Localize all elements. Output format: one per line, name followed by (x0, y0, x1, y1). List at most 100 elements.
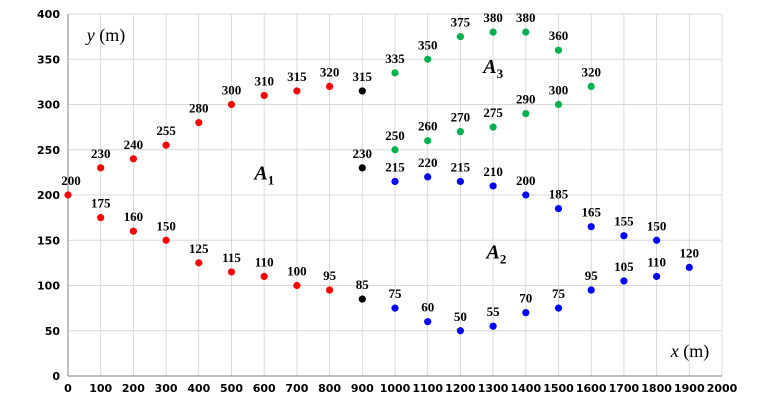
data-point (195, 119, 203, 127)
data-label: 95 (585, 268, 599, 283)
data-point (685, 263, 693, 271)
data-label: 85 (356, 277, 370, 292)
y-tick-label: 50 (45, 325, 61, 338)
region-label: A3 (481, 56, 503, 81)
data-label: 360 (549, 28, 569, 43)
y-tick-label: 250 (37, 144, 60, 157)
data-label: 230 (353, 146, 373, 161)
x-tick-label: 1400 (510, 382, 541, 395)
data-label: 115 (222, 250, 241, 265)
data-point (129, 227, 137, 235)
data-point (326, 82, 334, 90)
x-tick-label: 1600 (576, 382, 607, 395)
data-point (424, 318, 432, 326)
data-point (64, 191, 72, 199)
data-point (554, 100, 563, 109)
data-point (293, 281, 301, 290)
data-label: 275 (483, 105, 503, 120)
data-label: 75 (389, 286, 403, 301)
y-tick-label: 300 (37, 99, 60, 112)
data-label: 280 (189, 101, 209, 116)
data-point (489, 182, 497, 190)
data-label: 270 (451, 110, 471, 125)
data-point (489, 123, 497, 131)
data-label: 240 (124, 137, 144, 152)
data-point (424, 55, 432, 63)
data-label: 215 (451, 159, 471, 174)
data-point (653, 236, 661, 244)
data-point (522, 28, 530, 36)
data-point (391, 177, 399, 186)
data-label: 290 (516, 92, 536, 107)
data-point (522, 309, 530, 317)
data-point (653, 272, 661, 281)
data-point (489, 28, 497, 36)
data-label: 110 (255, 254, 274, 269)
data-point (227, 100, 236, 109)
y-tick-label: 350 (37, 53, 60, 66)
x-tick-label: 700 (285, 382, 308, 395)
x-tick-label: 500 (220, 382, 243, 395)
data-point (293, 87, 301, 95)
data-label: 375 (451, 15, 471, 30)
x-tick-label: 1800 (641, 382, 672, 395)
data-label: 60 (421, 300, 434, 315)
data-label: 185 (549, 187, 569, 202)
data-point (162, 141, 170, 149)
x-tick-label: 1000 (380, 382, 411, 395)
data-point (456, 327, 464, 335)
data-point (522, 109, 530, 118)
x-axis-title: x (m) (670, 341, 710, 362)
data-label: 215 (385, 159, 405, 174)
data-label: 155 (614, 214, 634, 229)
data-label: 70 (519, 291, 532, 306)
data-point (620, 232, 628, 240)
data-label: 75 (552, 286, 566, 301)
data-points (64, 28, 693, 335)
data-point (456, 128, 464, 136)
y-tick-label: 150 (37, 234, 60, 247)
data-label: 150 (156, 218, 176, 233)
data-point (391, 69, 399, 77)
y-tick-label: 0 (52, 370, 60, 383)
x-tick-label: 1900 (674, 382, 705, 395)
data-point (587, 223, 595, 231)
data-label: 105 (614, 259, 634, 274)
x-tick-label: 1300 (478, 382, 509, 395)
data-point (391, 146, 399, 154)
data-point (195, 259, 203, 267)
data-label: 95 (323, 268, 337, 283)
x-tick-label: 1200 (445, 382, 476, 395)
x-tick-label: 1500 (543, 382, 574, 395)
data-label: 260 (418, 119, 438, 134)
data-label: 320 (581, 64, 601, 79)
data-label: 175 (91, 196, 111, 211)
data-label: 310 (254, 73, 274, 88)
data-label: 110 (647, 254, 666, 269)
data-label: 210 (483, 164, 503, 179)
data-label: 315 (353, 69, 373, 84)
data-point (554, 46, 563, 54)
data-point (162, 236, 170, 244)
data-point (358, 295, 366, 303)
data-point (587, 82, 595, 90)
region-label: A1 (252, 163, 274, 188)
x-tick-label: 600 (253, 382, 276, 395)
tick-labels: 0 100 200 300 400 500 600 700 800 900 1000 1100 1200… (37, 8, 738, 395)
data-label: 320 (320, 64, 340, 79)
x-tick-label: 100 (89, 382, 112, 395)
y-tick-label: 400 (37, 8, 60, 21)
data-point (97, 214, 105, 222)
data-point (587, 286, 595, 294)
data-label: 255 (156, 123, 176, 138)
data-label: 100 (287, 264, 307, 279)
x-tick-label: 900 (351, 382, 374, 395)
data-label: 315 (287, 69, 307, 84)
y-tick-label: 200 (37, 189, 60, 202)
data-label: 50 (454, 309, 467, 324)
data-label: 55 (487, 304, 501, 319)
data-point (260, 91, 268, 100)
axis-titles: y (m) x (m) (85, 25, 710, 362)
grid (68, 13, 723, 376)
